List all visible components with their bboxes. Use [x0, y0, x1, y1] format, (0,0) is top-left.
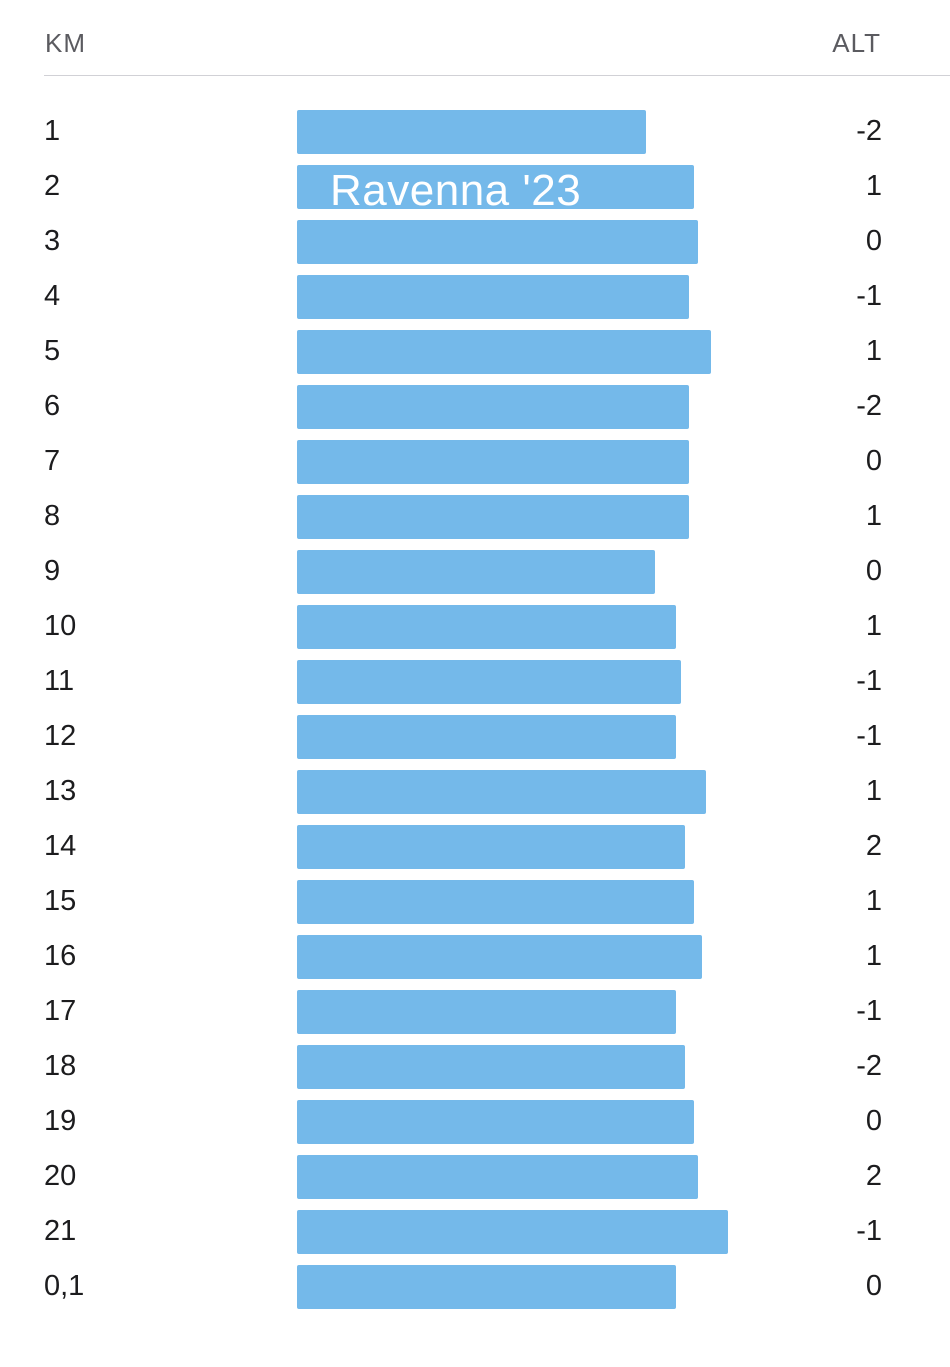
split-row[interactable]: 17 -1: [0, 990, 950, 1045]
split-alt: -1: [856, 1215, 882, 1247]
pace-bar: [297, 110, 646, 154]
split-row[interactable]: 16 1: [0, 935, 950, 990]
split-alt: -1: [856, 720, 882, 752]
split-alt: 1: [865, 335, 882, 367]
pace-bar: [297, 275, 689, 319]
split-alt: 1: [865, 940, 882, 972]
split-km: 0,1: [44, 1270, 85, 1302]
pace-bar: [297, 935, 702, 979]
km-column-header: KM: [45, 28, 86, 58]
split-row[interactable]: 13 1: [0, 770, 950, 825]
split-km: 21: [44, 1215, 77, 1247]
pace-bar: [297, 605, 676, 649]
split-row[interactable]: 0,1 0: [0, 1265, 950, 1320]
splits-header: KM ALT: [0, 0, 950, 76]
split-alt: 0: [865, 1105, 882, 1137]
split-km: 18: [44, 1050, 77, 1082]
split-alt: -1: [856, 995, 882, 1027]
alt-column-header: ALT: [832, 28, 881, 58]
split-alt: 1: [865, 170, 882, 202]
split-alt: 2: [865, 1160, 882, 1192]
split-km: 11: [44, 665, 75, 697]
pace-bar: [297, 220, 698, 264]
split-km: 14: [44, 830, 77, 862]
pace-bar: [297, 330, 711, 374]
pace-bar: [297, 660, 681, 704]
split-row[interactable]: 20 2: [0, 1155, 950, 1210]
split-row[interactable]: 1 -2: [0, 110, 950, 165]
split-alt: -1: [856, 280, 882, 312]
pace-bar: [297, 1210, 728, 1254]
split-km: 5: [44, 335, 61, 367]
pace-bar: [297, 1265, 676, 1309]
split-km: 19: [44, 1105, 77, 1137]
split-km: 13: [44, 775, 77, 807]
split-row[interactable]: 4 -1: [0, 275, 950, 330]
split-alt: 1: [865, 500, 882, 532]
split-alt: 1: [865, 885, 882, 917]
split-row[interactable]: 19 0: [0, 1100, 950, 1155]
split-row[interactable]: 10 1: [0, 605, 950, 660]
split-alt: -1: [856, 665, 882, 697]
split-alt: 0: [865, 225, 882, 257]
split-km: 8: [44, 500, 61, 532]
split-alt: 0: [865, 1270, 882, 1302]
pace-bar: [297, 1100, 694, 1144]
pace-bar: [297, 440, 689, 484]
split-km: 16: [44, 940, 77, 972]
split-km: 7: [44, 445, 61, 477]
split-km: 3: [44, 225, 61, 257]
pace-bar: [297, 770, 706, 814]
pace-bar: [297, 1045, 685, 1089]
split-alt: -2: [856, 1050, 882, 1082]
pace-bar: [297, 165, 694, 209]
split-km: 4: [44, 280, 61, 312]
pace-bar: [297, 550, 655, 594]
split-alt: 1: [865, 775, 882, 807]
split-km: 1: [44, 115, 61, 147]
pace-bar: [297, 385, 689, 429]
split-km: 20: [44, 1160, 77, 1192]
pace-bar: [297, 880, 694, 924]
split-alt: -2: [856, 390, 882, 422]
pace-bar: [297, 1155, 698, 1199]
split-row[interactable]: 21 -1: [0, 1210, 950, 1265]
splits-list[interactable]: 1 -2 2 1 3 0 4 -1 5 1 6 -2 7 0 8 1 9 0 10 1 11 -1 12 -1 13 1 14 2 15…: [0, 110, 950, 1320]
pace-bar: [297, 495, 689, 539]
split-km: 9: [44, 555, 61, 587]
split-km: 2: [44, 170, 61, 202]
split-alt: -2: [856, 115, 882, 147]
split-row[interactable]: 14 2: [0, 825, 950, 880]
split-km: 17: [44, 995, 77, 1027]
split-row[interactable]: 18 -2: [0, 1045, 950, 1100]
split-km: 10: [44, 610, 77, 642]
header-divider: [44, 75, 950, 76]
split-alt: 1: [865, 610, 882, 642]
split-row[interactable]: 12 -1: [0, 715, 950, 770]
split-row[interactable]: 6 -2: [0, 385, 950, 440]
split-alt: 0: [865, 445, 882, 477]
pace-bar: [297, 825, 685, 869]
split-row[interactable]: 15 1: [0, 880, 950, 935]
split-km: 12: [44, 720, 77, 752]
pace-bar: [297, 990, 676, 1034]
split-km: 15: [44, 885, 77, 917]
split-km: 6: [44, 390, 61, 422]
overlay-caption: Ravenna '23: [330, 166, 582, 215]
pace-bar: [297, 715, 676, 759]
split-alt: 0: [865, 555, 882, 587]
split-alt: 2: [865, 830, 882, 862]
split-row[interactable]: 11 -1: [0, 660, 950, 715]
